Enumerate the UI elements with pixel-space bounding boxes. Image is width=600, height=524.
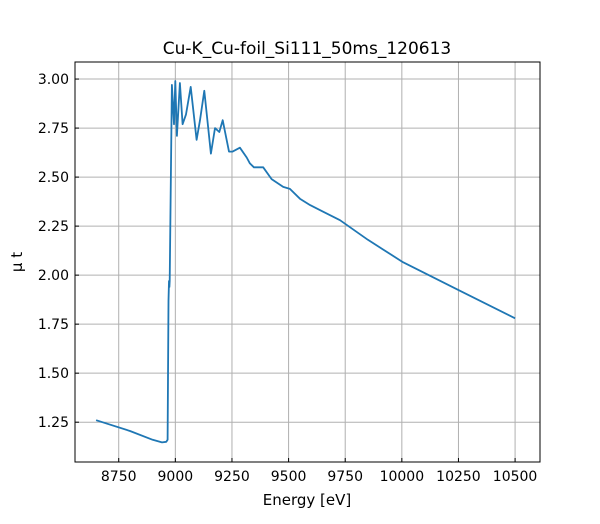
ticks: 8750 9000 9250 9500 9750 10000 10250 10500 1.25 1… <box>38 72 538 485</box>
x-axis-label: Energy [eV] <box>263 491 351 509</box>
x-tick-label: 9000 <box>158 469 194 485</box>
y-tick-label: 1.75 <box>38 317 69 333</box>
x-tick-label: 10250 <box>436 469 481 485</box>
x-tick-label: 9250 <box>214 469 250 485</box>
y-axis-label: μ t <box>8 252 26 272</box>
grid <box>75 62 540 462</box>
x-tick-label: 9750 <box>327 469 363 485</box>
x-tick-label: 10500 <box>493 469 538 485</box>
chart-title: Cu-K_Cu-foil_Si111_50ms_120613 <box>163 39 451 59</box>
y-tick-label: 3.00 <box>38 72 69 88</box>
plot-frame <box>74 61 541 463</box>
y-tick-label: 2.50 <box>38 170 69 186</box>
series-line <box>95 80 516 444</box>
x-tick-label: 8750 <box>101 469 137 485</box>
y-tick-label: 2.00 <box>38 268 69 284</box>
y-tick-label: 2.75 <box>38 121 69 137</box>
x-tick-label: 9500 <box>271 469 307 485</box>
x-tick-label: 10000 <box>380 469 425 485</box>
y-tick-label: 1.50 <box>38 366 69 382</box>
y-tick-label: 1.25 <box>38 415 69 431</box>
y-tick-label: 2.25 <box>38 219 69 235</box>
